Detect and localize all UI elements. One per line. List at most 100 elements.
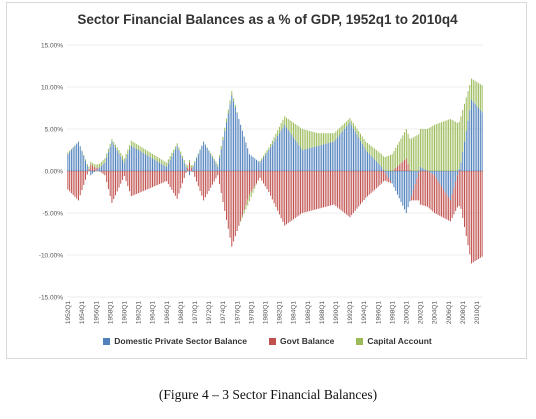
bar-govt <box>282 171 284 222</box>
bar-private <box>173 152 175 171</box>
bar-private <box>453 171 455 188</box>
bar-private <box>425 169 427 171</box>
bar-capital <box>285 117 287 128</box>
bar-capital <box>261 158 263 161</box>
bar-capital <box>308 130 310 149</box>
bar-govt <box>123 171 125 177</box>
bar-private <box>141 152 143 171</box>
bar-govt <box>160 171 162 184</box>
bar-private <box>435 171 437 178</box>
bar-govt <box>300 171 302 215</box>
bar-capital <box>97 164 99 168</box>
bar-govt <box>250 171 252 192</box>
bar-capital <box>375 150 377 162</box>
bar-govt <box>261 171 263 181</box>
bar-govt <box>342 171 344 212</box>
bar-govt <box>143 171 145 191</box>
bar-capital <box>471 78 473 100</box>
bar-capital <box>391 154 393 171</box>
bar-govt <box>206 171 208 195</box>
bar-capital <box>104 158 106 163</box>
bar-govt <box>236 171 238 231</box>
bar-private <box>423 168 425 171</box>
bar-capital <box>377 151 379 164</box>
bar-private <box>442 171 444 190</box>
bar-private <box>248 154 250 171</box>
bar-capital <box>419 129 421 167</box>
bar-private <box>312 147 314 171</box>
bar-private <box>171 156 173 171</box>
bar-private <box>337 137 339 171</box>
bar-capital <box>416 135 418 171</box>
bar-govt <box>284 171 286 226</box>
bar-govt <box>330 171 332 206</box>
bar-capital <box>211 155 213 158</box>
bar-govt <box>435 178 437 214</box>
bar-govt <box>374 171 376 190</box>
bar-govt <box>183 171 185 179</box>
bar-private <box>372 157 374 171</box>
bar-govt <box>287 171 289 224</box>
bar-private <box>83 156 85 171</box>
bar-private <box>178 150 180 171</box>
bar-private <box>252 157 254 171</box>
bar-govt <box>150 171 152 188</box>
bar-govt <box>319 171 321 209</box>
bar-capital <box>114 144 116 148</box>
bar-capital <box>157 157 159 162</box>
bar-capital <box>370 145 372 156</box>
bar-private <box>243 136 245 171</box>
bar-govt <box>324 171 326 207</box>
bar-govt <box>79 171 81 196</box>
bar-govt <box>377 171 379 187</box>
bar-capital <box>338 128 340 136</box>
bar-private <box>330 142 332 171</box>
bar-govt <box>215 171 217 179</box>
bar-govt <box>291 171 293 221</box>
bars <box>67 78 483 264</box>
bar-govt <box>335 171 337 206</box>
bar-govt <box>248 171 250 195</box>
x-tick-label: 1966Q1 <box>164 301 171 325</box>
bar-capital <box>136 144 138 149</box>
bar-govt <box>278 171 280 215</box>
bar-govt <box>180 171 182 189</box>
bar-capital <box>351 120 353 126</box>
bar-private <box>356 134 358 171</box>
bar-private <box>238 118 240 171</box>
bar-private <box>159 162 161 171</box>
x-tick-label: 1996Q1 <box>375 301 382 325</box>
bar-private <box>375 161 377 171</box>
bar-capital <box>315 132 317 147</box>
bar-govt <box>220 171 222 194</box>
bar-capital <box>423 129 425 169</box>
bar-govt <box>81 171 83 191</box>
bar-govt <box>169 171 171 187</box>
x-tick-label: 1972Q1 <box>206 301 213 325</box>
bar-capital <box>187 165 189 168</box>
bar-capital <box>277 130 279 136</box>
bar-capital <box>328 133 330 143</box>
bar-private <box>368 153 370 171</box>
bar-govt <box>185 171 187 173</box>
bar-govt <box>476 171 478 261</box>
bar-private <box>122 159 124 171</box>
bar-private <box>419 166 421 171</box>
bar-govt <box>122 171 124 180</box>
bar-govt <box>241 171 243 216</box>
bar-private <box>233 101 235 171</box>
bar-capital <box>430 126 432 171</box>
bar-private <box>201 145 203 171</box>
bar-private <box>301 150 303 171</box>
bar-capital <box>218 155 220 158</box>
chart-plot: -15.00% -10.00% -5.00% 0.00% 5.00% 10.00% 15.0… <box>39 42 483 325</box>
x-tick-label: 1992Q1 <box>347 301 354 325</box>
bar-private <box>174 149 176 171</box>
bar-govt <box>238 171 240 226</box>
bar-capital <box>451 119 453 171</box>
bar-private <box>411 171 413 196</box>
bar-private <box>361 143 363 171</box>
bar-capital <box>164 161 166 166</box>
bar-capital <box>146 150 148 156</box>
bar-capital <box>287 118 289 130</box>
